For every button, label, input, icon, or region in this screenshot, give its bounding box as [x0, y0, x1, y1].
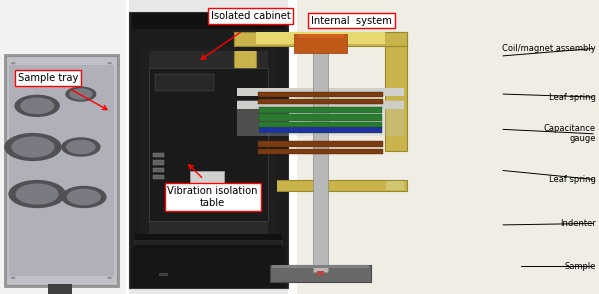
- FancyBboxPatch shape: [6, 56, 117, 285]
- Circle shape: [4, 133, 62, 161]
- FancyBboxPatch shape: [258, 99, 383, 104]
- FancyBboxPatch shape: [259, 107, 382, 113]
- Circle shape: [11, 136, 55, 158]
- FancyBboxPatch shape: [270, 265, 371, 282]
- Circle shape: [107, 277, 112, 279]
- Text: Leaf spring: Leaf spring: [549, 175, 596, 184]
- FancyBboxPatch shape: [140, 47, 277, 51]
- Text: Vibration isolation
table: Vibration isolation table: [167, 186, 258, 208]
- Circle shape: [14, 95, 60, 117]
- FancyBboxPatch shape: [140, 47, 277, 235]
- FancyBboxPatch shape: [234, 32, 407, 46]
- FancyBboxPatch shape: [135, 234, 282, 240]
- FancyBboxPatch shape: [140, 47, 149, 235]
- FancyBboxPatch shape: [385, 32, 407, 151]
- FancyBboxPatch shape: [135, 245, 282, 248]
- Circle shape: [16, 183, 59, 205]
- Circle shape: [69, 88, 92, 100]
- Circle shape: [11, 62, 16, 64]
- FancyBboxPatch shape: [153, 160, 164, 165]
- Circle shape: [20, 98, 54, 114]
- FancyBboxPatch shape: [234, 180, 407, 191]
- FancyBboxPatch shape: [194, 191, 215, 209]
- Circle shape: [61, 186, 107, 208]
- FancyBboxPatch shape: [268, 47, 277, 235]
- Text: Isolated cabinet: Isolated cabinet: [210, 11, 291, 21]
- FancyBboxPatch shape: [259, 122, 382, 128]
- FancyBboxPatch shape: [297, 0, 599, 294]
- FancyBboxPatch shape: [153, 168, 164, 172]
- FancyBboxPatch shape: [237, 100, 404, 136]
- FancyBboxPatch shape: [129, 0, 288, 294]
- FancyBboxPatch shape: [132, 13, 285, 29]
- FancyBboxPatch shape: [0, 0, 126, 294]
- FancyBboxPatch shape: [132, 247, 285, 288]
- Text: Indenter: Indenter: [560, 219, 596, 228]
- FancyBboxPatch shape: [9, 65, 114, 276]
- Text: Internal  system: Internal system: [311, 16, 392, 26]
- Circle shape: [66, 140, 96, 154]
- Circle shape: [61, 137, 101, 157]
- Text: Leaf spring: Leaf spring: [549, 93, 596, 101]
- Text: Sample: Sample: [564, 262, 596, 270]
- FancyBboxPatch shape: [135, 240, 282, 247]
- FancyBboxPatch shape: [317, 271, 324, 275]
- FancyBboxPatch shape: [237, 88, 404, 96]
- FancyBboxPatch shape: [259, 114, 382, 121]
- Text: Coil/magnet assembly: Coil/magnet assembly: [502, 44, 596, 53]
- FancyBboxPatch shape: [258, 92, 383, 97]
- FancyBboxPatch shape: [258, 149, 383, 154]
- Text: Capacitance
gauge: Capacitance gauge: [544, 124, 596, 143]
- Text: Sample tray: Sample tray: [18, 73, 78, 83]
- Circle shape: [107, 62, 112, 64]
- FancyBboxPatch shape: [272, 265, 369, 268]
- Circle shape: [11, 277, 16, 279]
- FancyBboxPatch shape: [159, 273, 168, 276]
- FancyBboxPatch shape: [153, 153, 164, 157]
- FancyBboxPatch shape: [297, 34, 344, 38]
- FancyBboxPatch shape: [237, 181, 255, 190]
- Circle shape: [8, 180, 66, 208]
- FancyBboxPatch shape: [258, 141, 383, 147]
- FancyBboxPatch shape: [294, 34, 347, 53]
- FancyBboxPatch shape: [4, 54, 119, 287]
- FancyBboxPatch shape: [153, 175, 164, 179]
- FancyBboxPatch shape: [313, 35, 328, 272]
- FancyBboxPatch shape: [237, 101, 404, 108]
- FancyBboxPatch shape: [256, 32, 385, 44]
- FancyBboxPatch shape: [155, 74, 214, 91]
- FancyBboxPatch shape: [259, 127, 382, 133]
- FancyBboxPatch shape: [149, 68, 268, 220]
- FancyBboxPatch shape: [190, 171, 223, 197]
- FancyBboxPatch shape: [234, 32, 256, 191]
- FancyBboxPatch shape: [129, 12, 288, 288]
- Circle shape: [67, 189, 101, 205]
- FancyBboxPatch shape: [48, 284, 72, 294]
- FancyBboxPatch shape: [386, 181, 404, 190]
- Circle shape: [65, 86, 96, 102]
